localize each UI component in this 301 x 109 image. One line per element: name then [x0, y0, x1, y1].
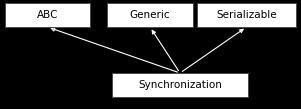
Text: Serializable: Serializable [216, 10, 277, 20]
Bar [107, 3, 193, 27]
Text: ABC: ABC [37, 10, 58, 20]
Text: Generic: Generic [130, 10, 170, 20]
Bar [5, 3, 90, 27]
Bar [112, 73, 248, 97]
Bar [197, 3, 296, 27]
Text: Synchronization: Synchronization [138, 80, 222, 90]
